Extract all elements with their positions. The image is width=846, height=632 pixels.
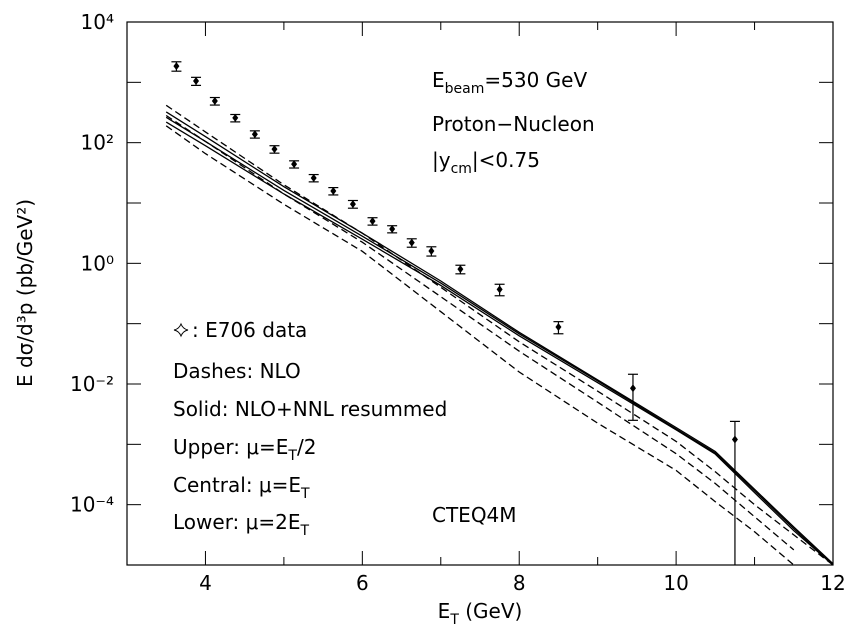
data-point bbox=[389, 225, 396, 234]
text-label: |ycm|<0.75 bbox=[432, 148, 540, 177]
text-part: T bbox=[287, 448, 297, 464]
text-part: /2 bbox=[297, 435, 316, 459]
text-part: Lower: μ=2E bbox=[173, 510, 301, 534]
data-point bbox=[193, 77, 200, 86]
data-point bbox=[330, 187, 337, 196]
text-part: T bbox=[300, 486, 310, 502]
data-point bbox=[408, 238, 415, 247]
data-point bbox=[251, 130, 258, 139]
text-part: (GeV) bbox=[459, 599, 522, 623]
y-tick-label: 10⁰ bbox=[81, 251, 114, 275]
y-tick-label: 10⁻² bbox=[70, 372, 114, 396]
text-label: Upper: μ=ET/2 bbox=[173, 435, 316, 464]
x-tick-label: 6 bbox=[356, 571, 369, 595]
text-label: Dashes: NLO bbox=[173, 359, 301, 383]
data-point bbox=[428, 247, 435, 256]
text-part: |<0.75 bbox=[472, 148, 540, 172]
text-label: Proton−Nucleon bbox=[432, 112, 595, 136]
text-part: =530 GeV bbox=[484, 68, 587, 92]
text-part: Solid: NLO+NNL resummed bbox=[173, 397, 447, 421]
curve bbox=[165, 104, 834, 566]
text-part: Dashes: NLO bbox=[173, 359, 301, 383]
text-part: T bbox=[300, 523, 310, 539]
data-point bbox=[173, 62, 180, 71]
data-point bbox=[211, 97, 218, 106]
data-point bbox=[349, 200, 356, 209]
plot-frame bbox=[126, 21, 834, 566]
data-point bbox=[369, 217, 376, 226]
x-tick-label: 8 bbox=[513, 571, 526, 595]
legend-marker bbox=[173, 322, 189, 338]
text-part: E bbox=[432, 68, 445, 92]
data-point bbox=[310, 173, 317, 182]
x-tick-label: 10 bbox=[663, 571, 688, 595]
data-point bbox=[731, 435, 738, 444]
text-part: : E706 data bbox=[192, 318, 307, 342]
data-point bbox=[232, 113, 239, 122]
y-tick-label: 10⁴ bbox=[81, 10, 114, 34]
text-part: |y bbox=[432, 148, 451, 172]
text-label: CTEQ4M bbox=[432, 503, 517, 527]
data-point bbox=[555, 323, 562, 332]
curve bbox=[165, 116, 834, 566]
text-part: Central: μ=E bbox=[173, 473, 301, 497]
text-label: Lower: μ=2ET bbox=[173, 510, 310, 539]
text-label: Central: μ=ET bbox=[173, 473, 310, 502]
data-point bbox=[271, 145, 278, 154]
text-part: Upper: μ=E bbox=[173, 435, 288, 459]
text-part: beam bbox=[445, 81, 485, 97]
curve bbox=[165, 111, 834, 565]
data-point bbox=[457, 265, 464, 274]
text-part: Proton−Nucleon bbox=[432, 112, 595, 136]
text-part: E bbox=[438, 599, 451, 623]
text-part: T bbox=[449, 612, 459, 628]
text-part: CTEQ4M bbox=[432, 503, 517, 527]
data-point bbox=[496, 285, 503, 294]
x-tick-label: 4 bbox=[199, 571, 212, 595]
x-tick-label: 12 bbox=[820, 571, 845, 595]
curve bbox=[165, 114, 795, 551]
y-tick-label: 10² bbox=[81, 131, 114, 155]
text-label: : E706 data bbox=[192, 318, 307, 342]
text-label: ET (GeV) bbox=[438, 599, 523, 628]
data-point bbox=[629, 384, 636, 393]
text-label: Solid: NLO+NNL resummed bbox=[173, 397, 447, 421]
text-label: Ebeam=530 GeV bbox=[432, 68, 587, 97]
y-tick-label: 10⁻⁴ bbox=[70, 493, 114, 517]
y-axis-title: E dσ/d³p (pb/GeV²) bbox=[13, 199, 37, 387]
text-part: cm bbox=[451, 161, 472, 177]
data-point bbox=[291, 160, 298, 169]
curve bbox=[165, 125, 795, 566]
